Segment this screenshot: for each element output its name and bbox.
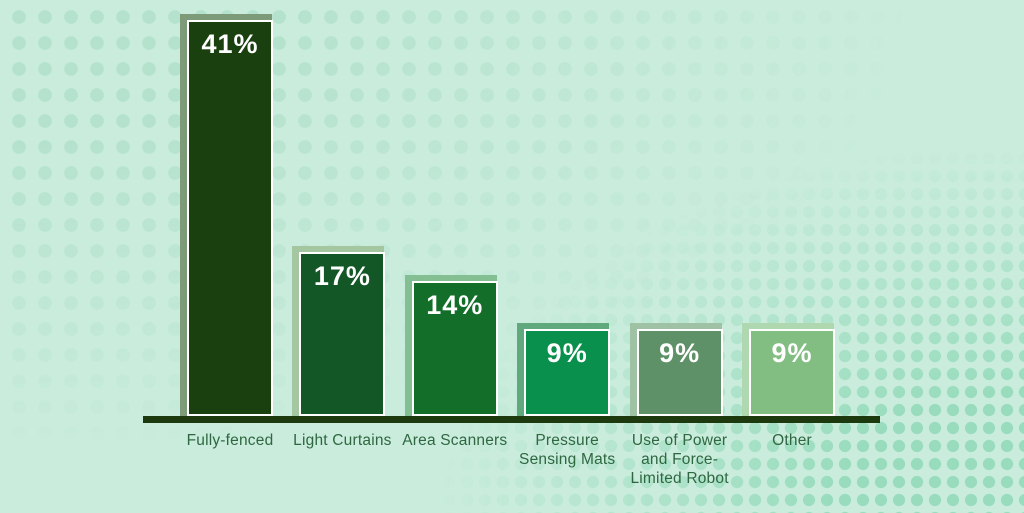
category-label: Use of Power and Force-Limited Robot (630, 432, 729, 487)
bar-fill: 17% (299, 252, 386, 416)
category-label: Light Curtains (293, 432, 392, 449)
bar-fill: 9% (636, 329, 723, 416)
bar-value-label: 9% (546, 338, 588, 368)
bar: 17% (292, 246, 386, 416)
x-axis-line (143, 416, 880, 423)
bar: 41% (180, 14, 273, 416)
bar-fill: 9% (749, 329, 835, 416)
bar: 9% (629, 323, 723, 416)
bar: 14% (404, 275, 498, 416)
bar-fill: 9% (524, 329, 611, 416)
bar-fill: 41% (187, 20, 273, 416)
bar: 9% (517, 323, 611, 416)
bar-fill: 14% (411, 281, 498, 416)
bar-value-label: 17% (313, 261, 371, 291)
bar-value-label: 14% (426, 290, 484, 320)
category-label: Pressure Sensing Mats (519, 432, 616, 468)
bar-value-label: 41% (201, 29, 259, 59)
category-label: Other (772, 432, 812, 449)
category-label: Fully-fenced (186, 432, 274, 449)
bar-value-label: 9% (659, 338, 701, 368)
category-label: Area Scanners (402, 432, 508, 449)
bar: 9% (742, 323, 835, 416)
bar-value-label: 9% (771, 338, 813, 368)
